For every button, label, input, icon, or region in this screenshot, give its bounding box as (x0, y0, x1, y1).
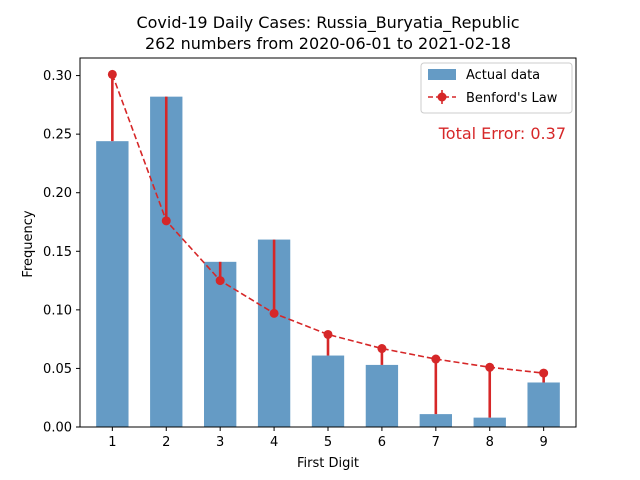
x-axis-label: First Digit (297, 456, 359, 471)
error-lines-layer (111, 74, 545, 418)
x-tick-label-7: 7 (432, 435, 440, 450)
x-tick-label-6: 6 (378, 435, 386, 450)
legend-label-actual: Actual data (466, 68, 540, 83)
chart-title: Covid-19 Daily Cases: Russia_Buryatia_Re… (136, 13, 519, 33)
benford-line-layer (107, 69, 549, 378)
x-tick-label-9: 9 (540, 435, 548, 450)
x-tick-label-4: 4 (270, 435, 278, 450)
x-tick-label-3: 3 (216, 435, 224, 450)
legend-box (420, 62, 573, 114)
legend: Actual data Benford's Law (420, 62, 573, 114)
benford-point-digit-8 (485, 362, 495, 372)
y-axis: 0.00 0.05 0.10 0.15 0.20 0.25 0.30 (43, 69, 80, 436)
bar-digit-3 (204, 261, 237, 427)
benford-point-digit-4 (269, 308, 279, 318)
benford-point-digit-7 (431, 354, 441, 364)
y-tick-label-0: 0.00 (43, 421, 72, 436)
x-tick-label-5: 5 (324, 435, 332, 450)
bar-digit-7 (419, 414, 452, 427)
y-axis-label: Frequency (21, 210, 36, 277)
bar-digit-5 (311, 355, 345, 427)
legend-swatch-benford-marker (437, 92, 447, 102)
legend-label-benford: Benford's Law (466, 91, 558, 106)
y-tick-label-5: 0.25 (43, 128, 72, 143)
x-tick-label-8: 8 (486, 435, 494, 450)
legend-swatch-actual (428, 69, 456, 80)
benford-point-digit-1 (107, 69, 117, 79)
benford-line (111, 74, 544, 374)
y-tick-label-3: 0.15 (43, 245, 72, 260)
benford-point-digit-6 (377, 344, 387, 354)
bar-digit-9 (527, 382, 560, 427)
y-tick-label-4: 0.20 (43, 186, 72, 201)
chart-subtitle: 262 numbers from 2020-06-01 to 2021-02-1… (145, 34, 511, 53)
benford-point-digit-5 (323, 329, 333, 339)
x-tick-label-2: 2 (162, 435, 170, 450)
x-tick-label-1: 1 (108, 435, 116, 450)
y-tick-label-1: 0.05 (43, 362, 72, 377)
y-tick-label-2: 0.10 (43, 303, 72, 318)
bar-digit-1 (96, 141, 129, 427)
x-axis: 1 2 3 4 5 6 7 8 9 (108, 427, 548, 450)
y-tick-label-6: 0.30 (43, 69, 72, 84)
benford-point-digit-3 (215, 276, 225, 286)
total-error-annotation: Total Error: 0.37 (438, 124, 566, 143)
benford-point-digit-9 (539, 368, 549, 378)
bar-digit-8 (473, 417, 506, 427)
benford-point-digit-2 (161, 216, 171, 226)
bar-digit-6 (365, 364, 399, 427)
